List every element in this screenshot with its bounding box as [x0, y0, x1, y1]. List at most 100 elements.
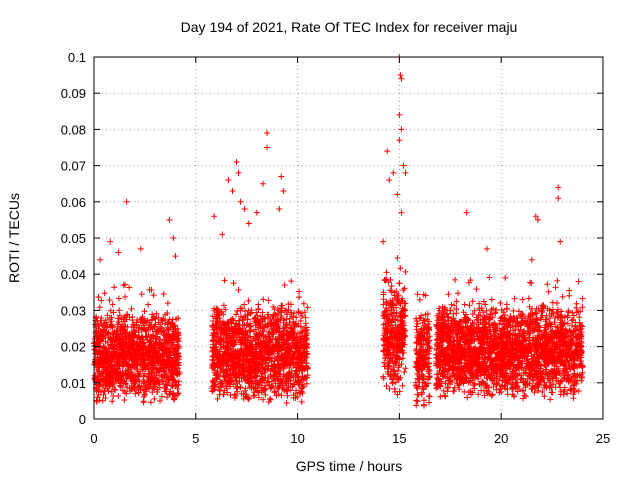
roti-point [155, 376, 162, 383]
roti-point [112, 387, 119, 394]
roti-point [154, 329, 161, 336]
roti-point [115, 318, 122, 325]
chart-title: Day 194 of 2021, Rate Of TEC Index for r… [181, 19, 518, 35]
roti-point [135, 373, 142, 380]
roti-point [105, 381, 112, 388]
roti-point [117, 383, 124, 390]
roti-point [578, 377, 585, 384]
roti-point [575, 387, 582, 394]
roti-point [554, 277, 561, 284]
roti-point [245, 297, 252, 304]
roti-point [119, 321, 126, 328]
roti-point [101, 388, 108, 395]
roti-point [128, 373, 135, 380]
roti-point [149, 362, 156, 369]
roti-point [143, 362, 150, 369]
roti-point [128, 355, 135, 362]
roti-point [137, 356, 144, 363]
roti-point [102, 395, 109, 402]
roti-point [96, 339, 103, 346]
roti-point [107, 335, 114, 342]
roti-point [95, 294, 102, 301]
roti-point [162, 382, 169, 389]
roti-point [283, 399, 290, 406]
roti-point [174, 391, 181, 398]
roti-point [150, 365, 157, 372]
roti-point [107, 321, 114, 328]
roti-point [160, 367, 167, 374]
roti-point [166, 354, 173, 361]
roti-point [156, 341, 163, 348]
roti-point [136, 370, 143, 377]
roti-point [121, 378, 128, 385]
roti-point [125, 374, 132, 381]
roti-point [296, 294, 303, 301]
roti-point [162, 372, 169, 379]
roti-point [139, 315, 146, 322]
roti-point [154, 334, 161, 341]
roti-point [162, 351, 169, 358]
roti-point [98, 314, 105, 321]
roti-point [465, 279, 472, 286]
roti-point [452, 276, 459, 283]
roti-point [101, 290, 108, 297]
roti-point [416, 296, 423, 303]
roti-point [157, 358, 164, 365]
roti-point [140, 377, 147, 384]
roti-point [122, 293, 129, 300]
roti-point [135, 329, 142, 336]
roti-point [133, 362, 140, 369]
roti-point [304, 304, 311, 311]
roti-point [138, 343, 145, 350]
roti-point [169, 391, 176, 398]
roti-point [114, 371, 121, 378]
roti-point [114, 365, 121, 372]
roti-point [163, 374, 170, 381]
roti-point [544, 281, 551, 288]
roti-point [528, 279, 535, 286]
roti-point [163, 361, 170, 368]
roti-point [120, 372, 127, 379]
roti-point [266, 395, 273, 402]
roti-point [420, 402, 427, 409]
roti-point [132, 390, 139, 397]
roti-point [386, 385, 393, 392]
roti-point [154, 357, 161, 364]
roti-point [296, 288, 303, 295]
roti-point [149, 311, 156, 318]
roti-point [116, 312, 123, 319]
roti-point [140, 372, 147, 379]
roti-point [570, 395, 577, 402]
roti-point [141, 391, 148, 398]
roti-point [118, 316, 125, 323]
roti-point [143, 388, 150, 395]
roti-point [175, 338, 182, 345]
roti-point [154, 351, 161, 358]
roti-point [107, 336, 114, 343]
roti-point [160, 290, 167, 297]
roti-point [147, 399, 154, 406]
roti-point [146, 286, 153, 293]
roti-point [483, 307, 490, 314]
roti-point [109, 383, 116, 390]
roti-point [399, 355, 406, 362]
roti-point [95, 373, 102, 380]
roti-point [396, 280, 403, 287]
roti-point [159, 353, 166, 360]
roti-point [164, 394, 171, 401]
roti-point [130, 345, 137, 352]
roti-point [108, 388, 115, 395]
roti-point [138, 316, 145, 323]
roti-point [150, 332, 157, 339]
roti-point [120, 282, 127, 289]
roti-point [126, 385, 133, 392]
roti-point [128, 305, 135, 312]
roti-point [149, 389, 156, 396]
roti-point [111, 380, 118, 387]
roti-point [173, 354, 180, 361]
roti-point [149, 326, 156, 333]
roti-point [525, 295, 532, 302]
roti-point [106, 297, 113, 304]
roti-point [123, 352, 130, 359]
roti-point [174, 359, 181, 366]
